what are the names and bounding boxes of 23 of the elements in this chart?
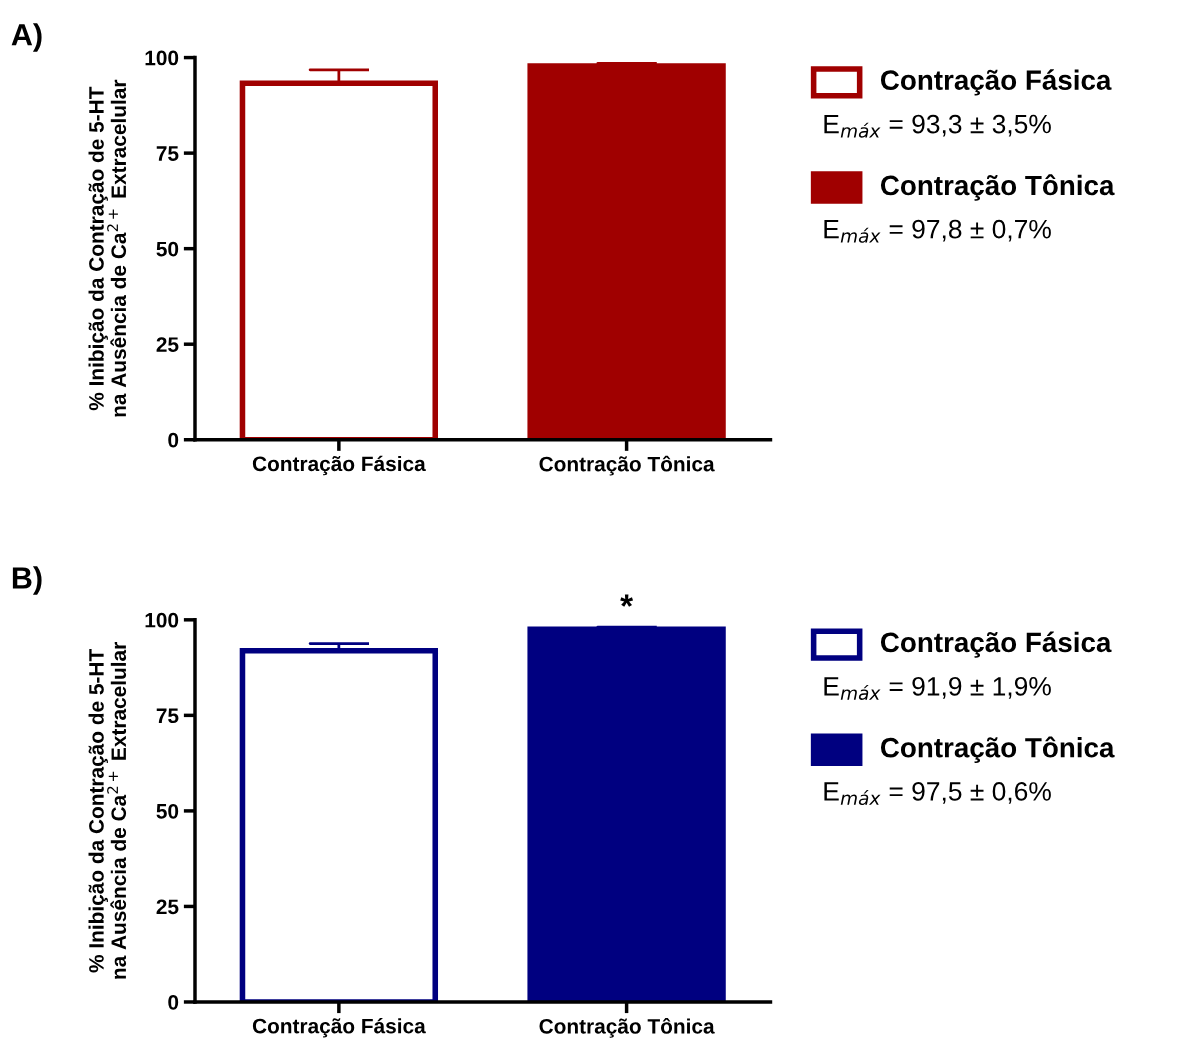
- category-label: Contração Tônica: [880, 736, 1115, 764]
- y-axis-title: % Inibição da Contração de 5-HT na Ausência de Ca$^{2+}$ Extracelular: [88, 642, 127, 979]
- y-tick-label: 25: [156, 337, 179, 352]
- text: E$_{máx}$ = 97,5 ± 0,6%: [824, 782, 1051, 806]
- y-tick-label: 0: [168, 994, 179, 1010]
- y-tick-label: 0: [168, 432, 179, 448]
- text: E$_{máx}$ = 91,9 ± 1,9%: [824, 676, 1051, 700]
- y-tick-label: 75: [156, 708, 179, 724]
- chart-title: B): [12, 566, 42, 595]
- y-tick-label: 25: [156, 899, 179, 915]
- y-tick-label: 75: [156, 146, 179, 161]
- category-label: Contração Fásica: [880, 69, 1112, 96]
- annotation: *: [620, 594, 634, 607]
- category-label: Contração Fásica: [880, 631, 1112, 658]
- text: E$_{máx}$ = 93,3 ± 3,5%: [824, 114, 1051, 138]
- y-tick-label: 50: [156, 803, 179, 819]
- text: E$_{máx}$ = 97,8 ± 0,7%: [824, 219, 1051, 243]
- chart-title: A): [11, 23, 42, 52]
- y-tick-label: 100: [145, 612, 179, 628]
- y-tick-label: 100: [145, 50, 179, 66]
- y-tick-label: 50: [156, 241, 179, 257]
- y-axis-title: % Inibição da Contração de 5-HT na Ausência de Ca$^{2+}$ Extracelular: [88, 79, 127, 417]
- category-label: Contração Tônica: [880, 174, 1115, 201]
